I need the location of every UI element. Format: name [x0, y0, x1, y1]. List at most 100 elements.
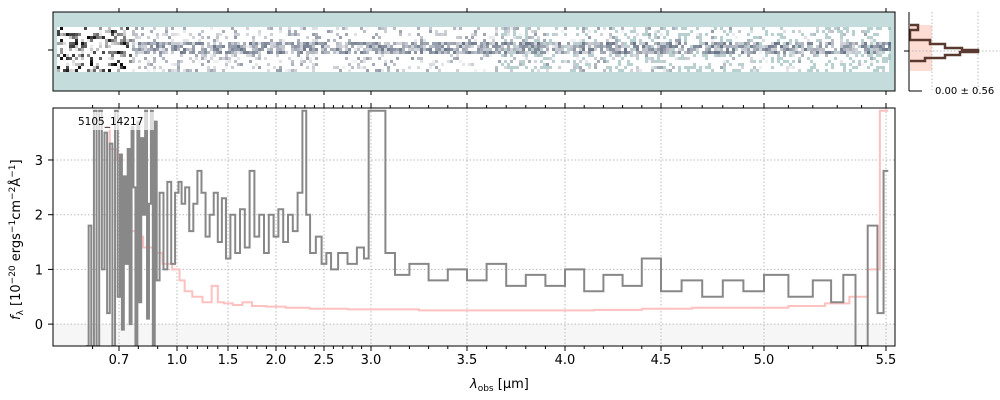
twod-pixel [534, 54, 537, 57]
twod-pixel [567, 60, 570, 63]
twod-pixel [654, 48, 657, 51]
twod-pixel [546, 45, 549, 48]
twod-pixel [828, 30, 831, 33]
twod-pixel [618, 63, 621, 66]
twod-pixel [819, 39, 822, 42]
twod-pixel [705, 51, 708, 54]
twod-pixel [849, 42, 852, 45]
twod-pixel [312, 42, 315, 45]
twod-pixel [810, 33, 813, 36]
twod-pixel [693, 66, 696, 69]
twod-pixel [492, 36, 495, 39]
twod-pixel [165, 48, 168, 51]
twod-pixel [705, 33, 708, 36]
twod-pixel [192, 42, 195, 45]
twod-pixel [588, 45, 591, 48]
twod-pixel [369, 57, 372, 60]
twod-pixel [378, 27, 381, 30]
twod-pixel [57, 69, 60, 72]
twod-pixel [717, 45, 720, 48]
twod-pixel [180, 42, 183, 45]
twod-pixel [138, 48, 141, 51]
twod-pixel [378, 36, 381, 39]
twod-pixel [60, 51, 63, 54]
twod-pixel [807, 57, 810, 60]
twod-pixel [750, 30, 753, 33]
twod-pixel [81, 39, 84, 42]
twod-pixel [510, 60, 513, 63]
twod-pixel [300, 27, 303, 30]
twod-pixel [810, 51, 813, 54]
twod-pixel [381, 48, 384, 51]
twod-pixel [666, 45, 669, 48]
twod-pixel [714, 27, 717, 30]
twod-pixel [627, 51, 630, 54]
twod-pixel [132, 60, 135, 63]
twod-pixel [798, 69, 801, 72]
twod-pixel [660, 42, 663, 45]
twod-pixel [729, 63, 732, 66]
twod-pixel [501, 42, 504, 45]
twod-pixel [57, 42, 60, 45]
twod-pixel [132, 57, 135, 60]
twod-pixel [345, 42, 348, 45]
twod-pixel [348, 51, 351, 54]
twod-pixel [93, 36, 96, 39]
twod-pixel [423, 39, 426, 42]
twod-pixel [711, 27, 714, 30]
twod-pixel [471, 42, 474, 45]
twod-pixel [840, 39, 843, 42]
twod-pixel [477, 27, 480, 30]
twod-pixel [555, 42, 558, 45]
twod-pixel [255, 48, 258, 51]
twod-pixel [675, 27, 678, 30]
twod-pixel [825, 33, 828, 36]
twod-pixel [675, 51, 678, 54]
twod-pixel [312, 69, 315, 72]
twod-pixel [519, 60, 522, 63]
twod-pixel [471, 36, 474, 39]
twod-pixel [858, 45, 861, 48]
twod-pixel [60, 27, 63, 30]
twod-pixel [486, 42, 489, 45]
twod-pixel [168, 42, 171, 45]
twod-pixel [744, 42, 747, 45]
twod-pixel [75, 69, 78, 72]
twod-pixel [876, 69, 879, 72]
twod-pixel [93, 69, 96, 72]
twod-pixel [870, 36, 873, 39]
twod-pixel [309, 48, 312, 51]
twod-pixel [837, 27, 840, 30]
twod-pixel [609, 66, 612, 69]
twod-pixel [171, 63, 174, 66]
twod-pixel [759, 60, 762, 63]
twod-pixel [750, 27, 753, 30]
twod-pixel [75, 63, 78, 66]
twod-pixel [849, 51, 852, 54]
twod-pixel [438, 51, 441, 54]
twod-pixel [672, 66, 675, 69]
twod-pixel [240, 48, 243, 51]
twod-pixel [252, 42, 255, 45]
twod-pixel [267, 51, 270, 54]
twod-pixel [330, 48, 333, 51]
twod-pixel [738, 69, 741, 72]
twod-pixel [591, 42, 594, 45]
twod-pixel [492, 45, 495, 48]
twod-pixel [444, 30, 447, 33]
twod-pixel [744, 48, 747, 51]
twod-pixel [99, 57, 102, 60]
twod-pixel [279, 48, 282, 51]
twod-pixel [270, 42, 273, 45]
twod-pixel [558, 66, 561, 69]
twod-pixel [183, 51, 186, 54]
twod-pixel [300, 60, 303, 63]
twod-pixel [225, 36, 228, 39]
twod-pixel [636, 57, 639, 60]
twod-pixel [237, 63, 240, 66]
twod-pixel [303, 27, 306, 30]
twod-pixel [417, 33, 420, 36]
twod-pixel [738, 63, 741, 66]
twod-pixel [312, 63, 315, 66]
twod-pixel [75, 39, 78, 42]
